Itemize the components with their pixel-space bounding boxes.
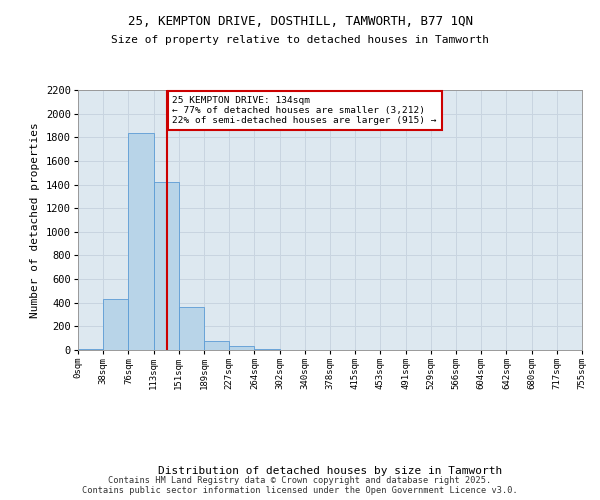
Text: 25 KEMPTON DRIVE: 134sqm
← 77% of detached houses are smaller (3,212)
22% of sem: 25 KEMPTON DRIVE: 134sqm ← 77% of detach… — [172, 96, 437, 126]
Bar — [204, 341, 229, 350]
Bar — [254, 349, 280, 350]
Bar — [78, 349, 103, 350]
Bar — [128, 132, 154, 350]
Y-axis label: Number of detached properties: Number of detached properties — [31, 122, 41, 318]
Text: 25, KEMPTON DRIVE, DOSTHILL, TAMWORTH, B77 1QN: 25, KEMPTON DRIVE, DOSTHILL, TAMWORTH, B… — [128, 15, 473, 28]
Bar — [229, 346, 254, 350]
Bar — [179, 308, 204, 350]
Text: Contains HM Land Registry data © Crown copyright and database right 2025.
Contai: Contains HM Land Registry data © Crown c… — [82, 476, 518, 495]
X-axis label: Distribution of detached houses by size in Tamworth: Distribution of detached houses by size … — [158, 466, 502, 475]
Bar — [154, 182, 179, 350]
Text: Size of property relative to detached houses in Tamworth: Size of property relative to detached ho… — [111, 35, 489, 45]
Bar — [103, 299, 128, 350]
